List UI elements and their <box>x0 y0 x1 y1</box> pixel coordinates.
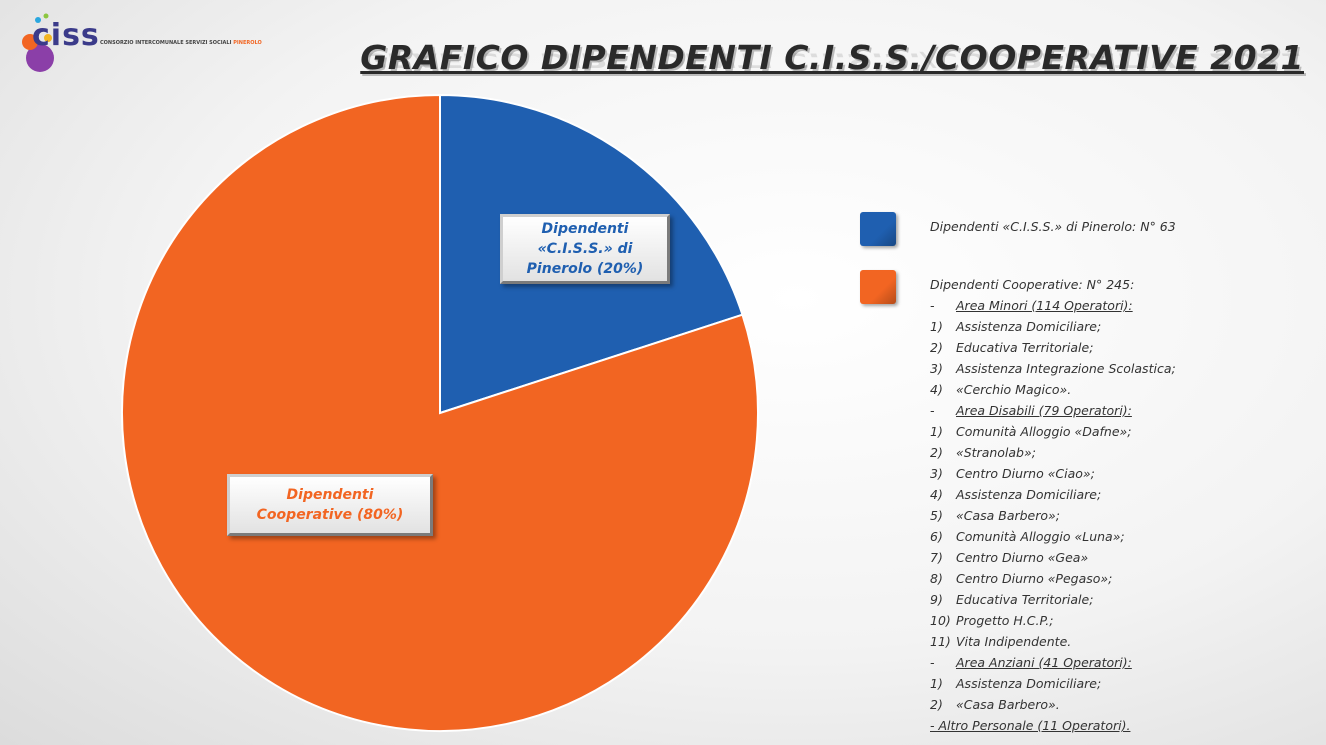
legend-line: 4) Assistenza Domiciliare; <box>930 484 1176 505</box>
legend-text: Centro Diurno «Gea» <box>956 550 1089 565</box>
legend-marker: 1) <box>930 424 943 439</box>
legend-line: - Area Anziani (41 Operatori): <box>930 652 1176 673</box>
legend-marker: 2) <box>930 697 943 712</box>
legend-line: 4) «Cerchio Magico». <box>930 379 1176 400</box>
legend-text: «Casa Barbero»; <box>956 508 1060 523</box>
legend-marker: 4) <box>930 382 943 397</box>
logo-dot <box>44 34 52 42</box>
slice-label: Dipendenti Cooperative (80%) <box>227 474 433 536</box>
legend-marker: - <box>930 298 935 313</box>
legend-text: Assistenza Domiciliare; <box>956 676 1102 691</box>
legend-entry: Dipendenti «C.I.S.S.» di Pinerolo: N° 63 <box>930 216 1176 237</box>
legend-marker: 1) <box>930 319 943 334</box>
legend-marker: 7) <box>930 550 943 565</box>
legend-text: Area Anziani (41 Operatori): <box>956 655 1132 670</box>
legend-text: Progetto H.C.P.; <box>956 613 1054 628</box>
legend-line: 11) Vita Indipendente. <box>930 631 1176 652</box>
legend-text: Centro Diurno «Ciao»; <box>956 466 1095 481</box>
legend-line: 3) Assistenza Integrazione Scolastica; <box>930 358 1176 379</box>
legend-entry: Dipendenti Cooperative: N° 245: - Area Min… <box>930 274 1176 736</box>
legend-marker: 4) <box>930 487 943 502</box>
legend-text: Educativa Territoriale; <box>956 340 1094 355</box>
legend-marker: 9) <box>930 592 943 607</box>
logo-dot <box>35 17 41 23</box>
legend-swatch <box>860 212 896 246</box>
legend-line: 2) Educativa Territoriale; <box>930 337 1176 358</box>
legend-line: - Area Disabili (79 Operatori): <box>930 400 1176 421</box>
logo-dot <box>22 34 38 50</box>
legend-line: 7) Centro Diurno «Gea» <box>930 547 1176 568</box>
legend-line: Dipendenti «C.I.S.S.» di Pinerolo: N° 63 <box>930 216 1176 237</box>
legend-line: Dipendenti Cooperative: N° 245: <box>930 274 1176 295</box>
legend-marker: 8) <box>930 571 943 586</box>
legend-line: - Altro Personale (11 Operatori). <box>930 715 1176 736</box>
legend-marker: 11) <box>930 634 951 649</box>
legend-marker: 2) <box>930 340 943 355</box>
title-reflection: GRAFICO DIPENDENTI C.I.S.S./COOPERATIVE … <box>360 48 1304 72</box>
legend-line: 1) Assistenza Domiciliare; <box>930 673 1176 694</box>
legend-marker: 6) <box>930 529 943 544</box>
legend-line: 5) «Casa Barbero»; <box>930 505 1176 526</box>
legend-text: Area Minori (114 Operatori): <box>956 298 1133 313</box>
legend-marker: - <box>930 403 935 418</box>
logo-tagline: CONSORZIO INTERCOMUNALE SERVIZI SOCIALI … <box>100 40 262 46</box>
chart-title: GRAFICO DIPENDENTI C.I.S.S./COOPERATIVE … <box>360 38 1304 77</box>
legend-text: «Cerchio Magico». <box>956 382 1072 397</box>
legend-line: 8) Centro Diurno «Pegaso»; <box>930 568 1176 589</box>
legend-text: Comunità Alloggio «Dafne»; <box>956 424 1132 439</box>
legend-line: 2) «Stranolab»; <box>930 442 1176 463</box>
legend-marker: 1) <box>930 676 943 691</box>
legend-swatch <box>860 270 896 304</box>
legend-text: Vita Indipendente. <box>956 634 1072 649</box>
legend-marker: - <box>930 655 935 670</box>
legend-text: «Stranolab»; <box>956 445 1036 460</box>
legend-text: «Casa Barbero». <box>956 697 1060 712</box>
legend-text: Assistenza Domiciliare; <box>956 487 1102 502</box>
logo-dot <box>43 13 49 19</box>
logo-name: ciss <box>32 18 100 53</box>
legend-marker: 3) <box>930 466 943 481</box>
tagline: CONSORZIO INTERCOMUNALE SERVIZI SOCIALI <box>100 40 232 46</box>
pie-slice <box>121 93 759 732</box>
legend-marker: 3) <box>930 361 943 376</box>
legend-line: 9) Educativa Territoriale; <box>930 589 1176 610</box>
legend-text: Centro Diurno «Pegaso»; <box>956 571 1113 586</box>
legend-line: 6) Comunità Alloggio «Luna»; <box>930 526 1176 547</box>
legend-marker: 2) <box>930 445 943 460</box>
legend-text: - Altro Personale (11 Operatori). <box>930 718 1131 733</box>
legend-text: Comunità Alloggio «Luna»; <box>956 529 1125 544</box>
legend-line: - Area Minori (114 Operatori): <box>930 295 1176 316</box>
legend-text: Educativa Territoriale; <box>956 592 1094 607</box>
logo-dot <box>26 44 54 72</box>
legend-marker: 5) <box>930 508 943 523</box>
legend-line: 1) Assistenza Domiciliare; <box>930 316 1176 337</box>
legend-text: Dipendenti «C.I.S.S.» di Pinerolo: N° 63 <box>930 219 1176 234</box>
legend-line: 10) Progetto H.C.P.; <box>930 610 1176 631</box>
legend-text: Assistenza Domiciliare; <box>956 319 1102 334</box>
legend-line: 2) «Casa Barbero». <box>930 694 1176 715</box>
legend-marker: 10) <box>930 613 951 628</box>
tagline-accent: PINEROLO <box>233 40 262 46</box>
legend-line: 1) Comunità Alloggio «Dafne»; <box>930 421 1176 442</box>
legend-line: 3) Centro Diurno «Ciao»; <box>930 463 1176 484</box>
slice-label: Dipendenti «C.I.S.S.» di Pinerolo (20%) <box>500 214 670 284</box>
legend-text: Assistenza Integrazione Scolastica; <box>956 361 1176 376</box>
legend-text: Area Disabili (79 Operatori): <box>956 403 1132 418</box>
legend-text: Dipendenti Cooperative: N° 245: <box>930 277 1135 292</box>
